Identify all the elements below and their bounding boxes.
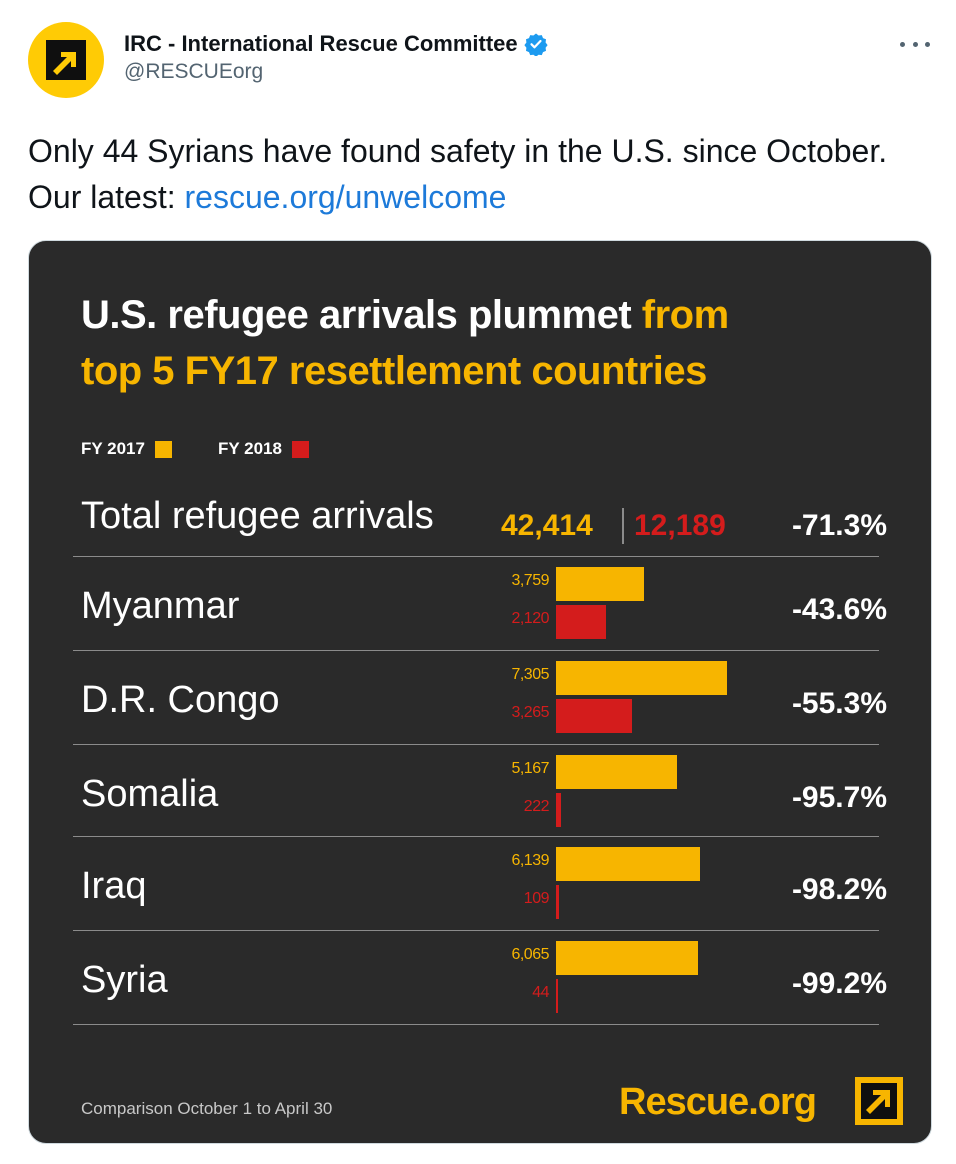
title-white: U.S. refugee arrivals plummet (81, 293, 642, 337)
bar-fy2017 (556, 755, 677, 789)
infographic-title: U.S. refugee arrivals plummet from top 5… (81, 287, 729, 399)
handle[interactable]: @RESCUEorg (124, 60, 264, 83)
tweet-text: Only 44 Syrians have found safety in the… (28, 128, 928, 220)
bar-fy2018 (556, 979, 558, 1013)
legend-fy2018: FY 2018 (218, 439, 309, 459)
value-label-fy2017: 3,759 (511, 572, 549, 589)
value-label-fy2017: 6,139 (511, 852, 549, 869)
change-percent: -55.3% (791, 687, 887, 720)
legend-fy2017: FY 2017 (81, 439, 172, 459)
country-label: Somalia (81, 773, 219, 815)
value-label-fy2018: 3,265 (511, 704, 549, 721)
brand-wordmark: Rescue.org (619, 1081, 817, 1123)
more-horizontal-icon[interactable] (900, 36, 930, 52)
legend-label: FY 2017 (81, 439, 145, 458)
country-row: Iraq 6,139 109 -98.2% (73, 837, 887, 931)
value-label-fy2018: 44 (532, 984, 549, 1001)
country-label: Syria (81, 959, 168, 1001)
bar-fy2018 (556, 885, 559, 919)
title-highlight-2: top 5 FY17 resettlement countries (81, 349, 707, 393)
avatar[interactable] (28, 22, 104, 98)
bar-fy2018 (556, 699, 633, 733)
value-label-fy2017: 6,065 (511, 946, 549, 963)
irc-logo-icon (46, 40, 86, 80)
value-label-fy2018: 222 (523, 798, 550, 815)
country-row: Somalia 5,167 222 -95.7% (73, 745, 887, 837)
irc-logo-icon (855, 1077, 903, 1125)
bar-fy2017 (556, 847, 700, 881)
bar-fy2017 (556, 941, 698, 975)
tweet-author: IRC - International Rescue Committee @RE… (124, 30, 548, 84)
country-label: D.R. Congo (81, 679, 280, 721)
bar-fy2017 (556, 567, 644, 601)
country-row: Syria 6,065 44 -99.2% (73, 931, 887, 1025)
value-label-fy2018: 2,120 (511, 610, 549, 627)
total-fy2018: 12,189 (634, 509, 726, 542)
legend: FY 2017 FY 2018 (81, 439, 355, 459)
total-divider (622, 508, 624, 544)
total-row: Total refugee arrivals 42,414 12,189 -71… (73, 493, 887, 557)
tweet-link[interactable]: rescue.org/unwelcome (184, 179, 507, 215)
change-percent: -99.2% (791, 967, 887, 1000)
country-row: D.R. Congo 7,305 3,265 -55.3% (73, 651, 887, 745)
bar-fy2017 (556, 661, 727, 695)
bar-fy2018 (556, 605, 606, 639)
change-percent: -95.7% (791, 781, 887, 814)
title-highlight-1: from (641, 293, 729, 337)
verified-badge-icon (524, 32, 548, 56)
change-percent: -98.2% (791, 873, 887, 906)
legend-swatch (291, 440, 309, 458)
value-label-fy2018: 109 (523, 890, 550, 907)
country-label: Myanmar (81, 585, 240, 627)
country-label: Iraq (81, 865, 147, 907)
display-name[interactable]: IRC - International Rescue Committee (124, 31, 518, 56)
total-label: Total refugee arrivals (81, 495, 434, 537)
legend-label: FY 2018 (217, 439, 282, 458)
change-percent: -43.6% (791, 593, 887, 626)
tweet-media[interactable]: U.S. refugee arrivals plummet from top 5… (28, 240, 932, 1144)
total-change: -71.3% (791, 509, 887, 542)
bar-fy2018 (556, 793, 562, 827)
footnote: Comparison October 1 to April 30 (81, 1099, 333, 1118)
value-label-fy2017: 7,305 (511, 666, 549, 683)
total-fy2017: 42,414 (501, 509, 593, 542)
legend-swatch (154, 440, 172, 458)
tweet-body: Only 44 Syrians have found safety in the… (28, 133, 888, 215)
value-label-fy2017: 5,167 (511, 760, 549, 777)
country-row: Myanmar 3,759 2,120 -43.6% (73, 557, 887, 651)
